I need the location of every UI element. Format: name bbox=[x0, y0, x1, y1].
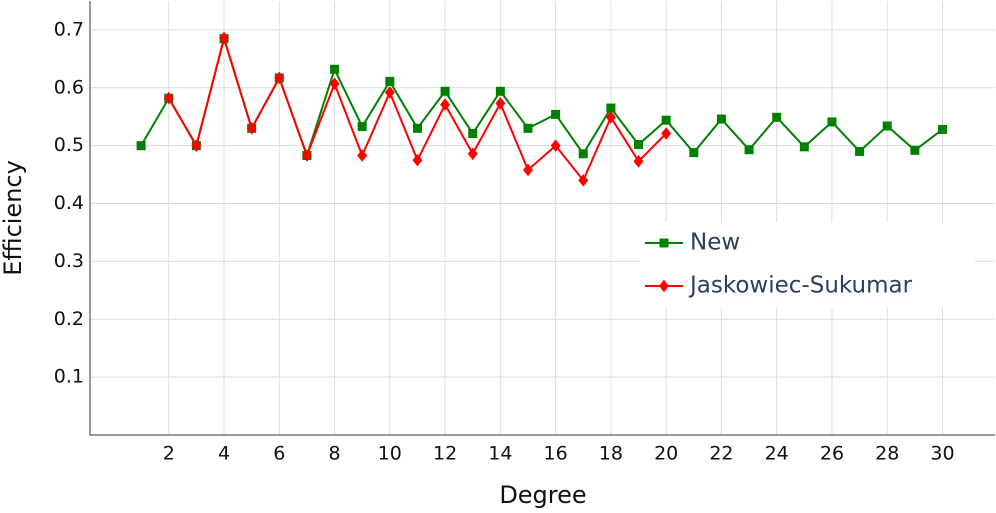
legend-label: Jaskowiec-Sukumar bbox=[688, 273, 913, 299]
legend-box bbox=[640, 222, 975, 308]
marker bbox=[606, 103, 616, 113]
y-tick-label: 0.3 bbox=[54, 250, 84, 272]
marker bbox=[578, 174, 589, 187]
marker bbox=[937, 124, 947, 134]
y-tick-label: 0.2 bbox=[54, 308, 84, 330]
marker bbox=[661, 127, 672, 140]
marker bbox=[578, 149, 588, 159]
marker bbox=[523, 163, 533, 177]
y-tick-label: 0.4 bbox=[54, 192, 84, 214]
x-tick-label: 16 bbox=[544, 443, 568, 465]
y-tick-label: 0.6 bbox=[54, 76, 84, 98]
legend-label: New bbox=[690, 230, 740, 256]
marker bbox=[357, 149, 368, 162]
marker bbox=[357, 122, 367, 132]
marker bbox=[689, 148, 699, 158]
marker bbox=[440, 86, 450, 96]
marker bbox=[634, 140, 644, 150]
marker bbox=[772, 112, 782, 122]
y-tick-label: 0.5 bbox=[54, 134, 84, 156]
marker bbox=[440, 98, 451, 111]
y-tick-label: 0.7 bbox=[54, 18, 84, 40]
marker bbox=[633, 154, 644, 168]
x-tick-label: 20 bbox=[654, 443, 678, 465]
marker bbox=[910, 145, 920, 155]
x-tick-label: 12 bbox=[433, 443, 457, 465]
x-tick-label: 30 bbox=[930, 443, 954, 465]
marker bbox=[301, 149, 312, 162]
marker bbox=[468, 129, 478, 139]
marker bbox=[882, 121, 892, 131]
x-tick-label: 4 bbox=[218, 443, 230, 465]
x-tick-label: 28 bbox=[875, 443, 899, 465]
x-axis-title: Degree bbox=[499, 481, 586, 509]
marker bbox=[716, 114, 726, 124]
marker bbox=[744, 145, 754, 155]
x-tick-label: 18 bbox=[599, 443, 623, 465]
marker bbox=[467, 147, 478, 161]
marker bbox=[330, 64, 340, 74]
marker bbox=[551, 109, 561, 119]
marker bbox=[274, 71, 285, 85]
marker bbox=[495, 86, 505, 96]
marker bbox=[799, 142, 809, 152]
marker bbox=[605, 111, 616, 124]
marker bbox=[412, 153, 423, 167]
marker bbox=[659, 279, 669, 293]
marker bbox=[219, 31, 229, 45]
marker bbox=[136, 141, 146, 151]
marker bbox=[659, 238, 669, 248]
marker bbox=[661, 115, 671, 125]
marker bbox=[384, 86, 395, 99]
marker bbox=[827, 117, 837, 127]
marker bbox=[523, 123, 533, 133]
x-tick-label: 2 bbox=[163, 443, 175, 465]
marker bbox=[246, 122, 257, 135]
series-line bbox=[140, 34, 944, 159]
y-axis-title: Efficiency bbox=[0, 160, 27, 276]
marker bbox=[191, 139, 202, 152]
marker bbox=[495, 97, 506, 110]
x-tick-label: 26 bbox=[820, 443, 844, 465]
y-tick-label: 0.1 bbox=[54, 366, 84, 388]
x-tick-label: 24 bbox=[765, 443, 789, 465]
marker bbox=[855, 146, 865, 156]
x-tick-label: 14 bbox=[488, 443, 512, 465]
x-tick-label: 6 bbox=[273, 443, 285, 465]
x-tick-label: 8 bbox=[329, 443, 341, 465]
x-tick-label: 22 bbox=[709, 443, 733, 465]
marker bbox=[385, 76, 395, 86]
marker bbox=[412, 123, 422, 133]
x-tick-label: 10 bbox=[378, 443, 402, 465]
marker bbox=[329, 77, 340, 91]
marker bbox=[163, 91, 174, 105]
marker bbox=[550, 139, 561, 152]
